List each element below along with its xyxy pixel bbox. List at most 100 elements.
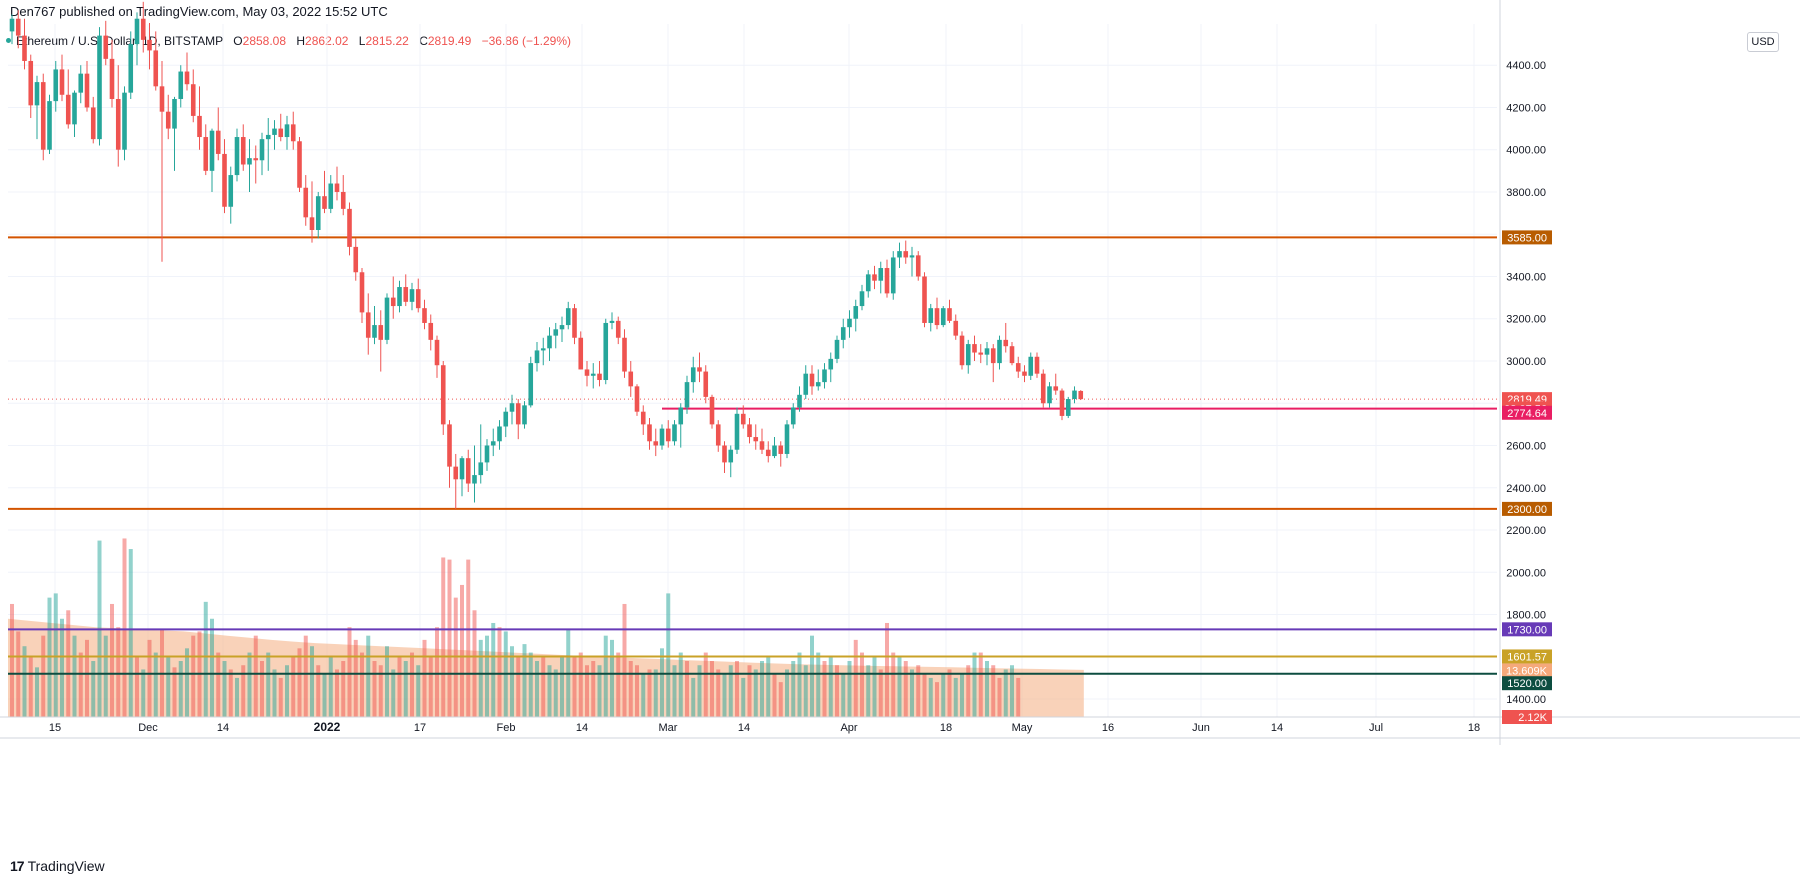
candle-body [384,297,390,340]
volume-bar [678,652,683,717]
candle-body [78,73,84,93]
candle-body [803,373,809,395]
volume-bar [928,677,933,717]
volume-bar [603,635,608,717]
candle-body [728,449,734,463]
candle-body [640,411,646,425]
volume-bar [522,644,527,717]
volume-bar [478,639,483,717]
volume-bar [53,593,58,717]
candle-body [697,367,702,372]
price-tag-resistance-3585 [1502,230,1552,245]
candle-body [122,92,127,150]
volume-bar [10,603,14,717]
candle-body [815,382,821,387]
time-tick-label: May [1012,722,1033,734]
candle-body [415,289,421,309]
volume-bar [735,661,739,717]
candle-body [403,287,409,302]
volume-bar [285,665,289,717]
symbol-legend[interactable]: Ethereum / U.S. Dollar, 1D, BITSTAMP O28… [16,34,571,48]
tradingview-logo[interactable]: 17 TradingView [10,858,105,874]
volume-bar [428,656,433,717]
candle-body [659,428,665,446]
candle-body [1047,386,1052,404]
volume-bar [335,669,339,717]
candle-body [578,337,584,370]
candle-body [315,196,321,230]
time-tick-label: 2022 [314,720,341,734]
volume-bar [260,661,264,717]
candle-body [947,308,952,321]
candle-body [1040,373,1046,404]
volume-bar [272,669,277,717]
change-value: −36.86 (−1.29%) [481,34,572,48]
volume-bar [347,627,352,717]
time-tick-label: Mar [659,722,678,734]
price-tick-label: 3200.00 [1506,314,1546,326]
candle-body [647,424,652,442]
volume-bar [141,669,146,717]
time-tick-label: 14 [1271,722,1283,734]
candle-body [390,297,396,307]
candle-body [709,396,715,425]
candle-body [290,124,296,142]
candle-body [897,251,902,258]
time-tick-label: Feb [497,722,516,734]
volume-bar [297,648,302,717]
candle-body [109,58,115,100]
candle-body [128,44,134,93]
candle-body [909,255,915,258]
candle-body [834,339,840,359]
candle-body [628,371,634,387]
time-tick-label: 15 [49,722,61,734]
price-tag-label: 3585.00 [1507,232,1547,244]
volume-bar [866,665,871,717]
volume-bar [253,635,258,717]
candle-body [90,107,96,140]
candle-body [740,413,746,425]
candle-body [540,348,546,351]
volume-bar [1016,677,1021,717]
candle-body [615,320,621,338]
candle-body [684,382,690,408]
time-tick-label: Jun [1192,722,1210,734]
volume-bar [610,639,614,717]
candle-body [34,82,40,106]
candle-body [515,403,521,425]
volume-bar [722,673,727,717]
candle-body [703,371,709,397]
candle-body [59,69,65,95]
volume-bar [991,665,996,717]
candle-body [665,428,671,442]
candle-body [372,325,377,338]
volume-bar [710,661,714,717]
currency-button[interactable]: USD [1747,32,1779,52]
volume-bar [785,669,789,717]
volume-bar [903,661,908,717]
volume-bar [185,648,189,717]
price-tag-label: 13.609K [1506,666,1548,678]
tradingview-logo-icon: 17 [10,858,25,874]
candle-body [184,71,190,85]
candle-body [172,99,177,129]
candle-body [1053,386,1059,391]
price-tag-label: 1730.00 [1507,624,1547,636]
price-tag-volume-last [1502,710,1552,724]
candle-body [134,18,140,45]
candle-body [953,320,959,336]
candle-body [928,308,934,323]
high-label: H [296,34,306,48]
candle-body [1065,399,1071,416]
time-tick-label: 16 [1102,722,1114,734]
volume-bar [716,669,721,717]
candle-body [790,407,796,425]
candle-body [715,424,721,446]
candlesticks [9,1,1084,509]
volume-bar [360,652,364,717]
candle-body [797,394,802,408]
candle-body [747,424,752,438]
candle-body [347,208,352,247]
volume-bar [897,656,902,717]
